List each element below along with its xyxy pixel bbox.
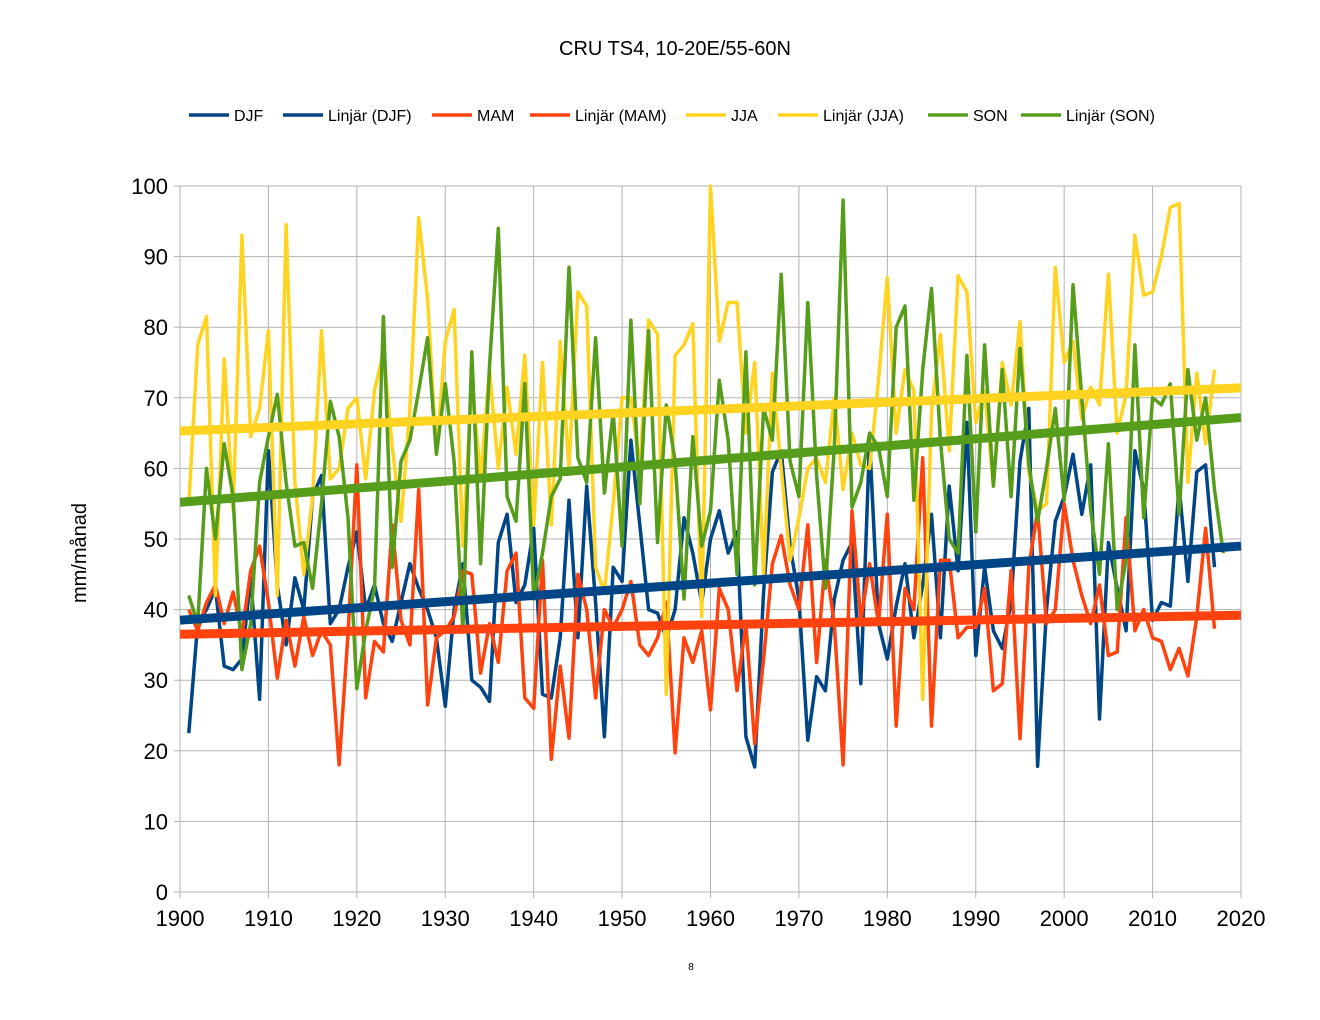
- legend: DJF Linjär (DJF) MAM Linjär (MAM) JJA Linjär …: [189, 108, 1155, 125]
- chart-title: CRU TS4, 10-20E/55-60N: [559, 38, 791, 60]
- x-tick-label: 1990: [951, 906, 1000, 931]
- legend-item: MAM: [432, 108, 514, 125]
- axes: 0 10 20 30 40 50 60 70 80 90 100 1900 1910 1920 1930 19…: [131, 174, 1265, 931]
- series-line-mam: [187, 456, 1217, 767]
- legend-label: Linjär (JJA): [823, 108, 904, 125]
- y-tick-label: 80: [144, 315, 168, 340]
- y-tick-label: 10: [144, 809, 168, 834]
- legend-label: JJA: [731, 108, 758, 125]
- footnote: 8: [688, 962, 694, 973]
- y-tick-label: 20: [144, 739, 168, 764]
- x-tick-label: 2000: [1040, 906, 1089, 931]
- trend-line-linj-r-mam: [179, 610, 1242, 639]
- trend-line-linj-r-djf: [179, 541, 1242, 625]
- legend-item: Linjär (DJF): [283, 108, 412, 125]
- x-tick-label: 2010: [1128, 906, 1177, 931]
- y-tick-label: 70: [144, 386, 168, 411]
- y-tick-label: 50: [144, 527, 168, 552]
- y-tick-label: 30: [144, 668, 168, 693]
- legend-label: SON: [973, 108, 1008, 125]
- legend-label: Linjär (DJF): [328, 108, 412, 125]
- x-tick-label: 1930: [421, 906, 470, 931]
- y-tick-label: 90: [144, 245, 168, 270]
- series-line-son: [187, 198, 1226, 691]
- trend-lines-top: [179, 383, 1242, 639]
- legend-item: Linjär (MAM): [530, 108, 667, 125]
- x-tick-label: 1900: [156, 906, 205, 931]
- x-tick-label: 1970: [774, 906, 823, 931]
- x-tick-label: 1960: [686, 906, 735, 931]
- legend-item: Linjär (JJA): [778, 108, 904, 125]
- x-tick-label: 1940: [509, 906, 558, 931]
- legend-label: Linjär (SON): [1066, 108, 1155, 125]
- y-axis-label: mm/månad: [69, 503, 91, 603]
- legend-label: DJF: [234, 108, 264, 125]
- y-tick-label: 0: [156, 880, 168, 905]
- x-tick-label: 1920: [332, 906, 381, 931]
- series-lines: [187, 184, 1226, 769]
- trend-line-linj-r-jja: [179, 383, 1242, 436]
- legend-label: MAM: [477, 108, 514, 125]
- x-tick-label: 1980: [863, 906, 912, 931]
- legend-item: JJA: [686, 108, 758, 125]
- x-tick-label: 2020: [1217, 906, 1266, 931]
- y-tick-label: 100: [131, 174, 168, 199]
- legend-label: Linjär (MAM): [575, 108, 667, 125]
- trend-line-linj-r-son: [179, 413, 1242, 507]
- x-tick-label: 1910: [244, 906, 293, 931]
- legend-item: DJF: [189, 108, 264, 125]
- legend-item: SON: [928, 108, 1008, 125]
- y-tick-label: 40: [144, 598, 168, 623]
- x-tick-label: 1950: [598, 906, 647, 931]
- legend-item: Linjär (SON): [1021, 108, 1155, 125]
- y-tick-label: 60: [144, 456, 168, 481]
